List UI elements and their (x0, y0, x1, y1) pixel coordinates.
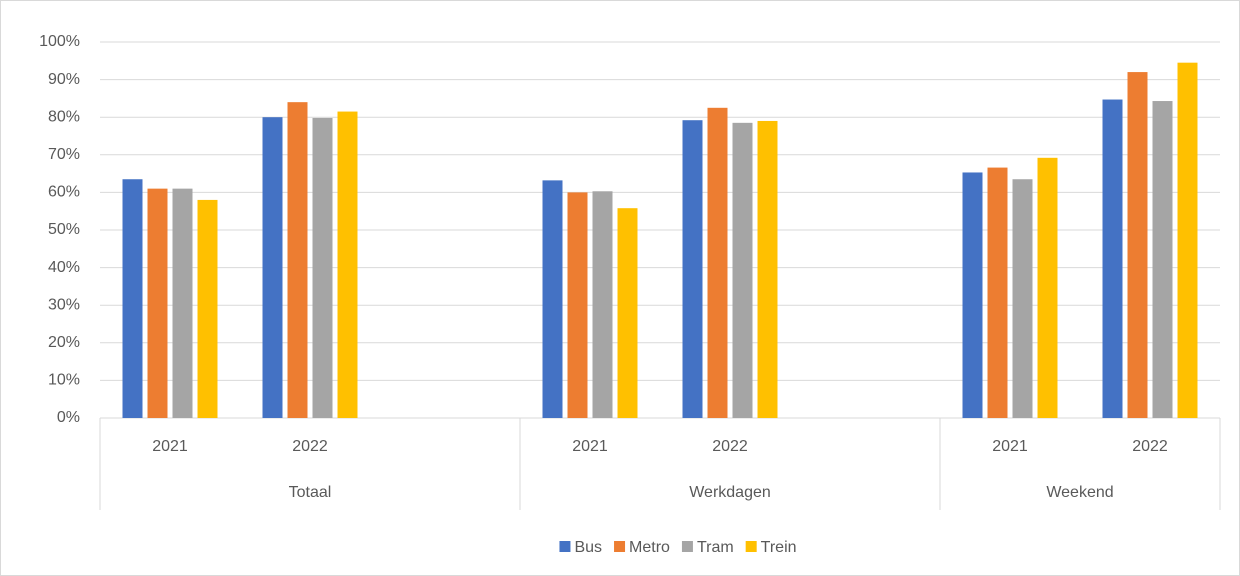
y-tick-label: 70% (48, 146, 80, 163)
bar (1152, 101, 1173, 419)
bar (682, 120, 703, 418)
legend-swatch (745, 541, 757, 552)
y-tick-label: 60% (48, 184, 80, 201)
bar (1102, 99, 1123, 418)
y-tick-label: 40% (48, 259, 80, 276)
y-tick-label: 20% (48, 334, 80, 351)
legend-label: Bus (574, 539, 602, 556)
y-tick-label: 30% (48, 296, 80, 313)
y-tick-label: 10% (48, 372, 80, 389)
x-tick-label: 2021 (152, 438, 188, 455)
x-tick-label: 2021 (572, 438, 608, 455)
y-tick-label: 80% (48, 108, 80, 125)
bar (287, 102, 308, 418)
group-label: Totaal (289, 484, 332, 501)
x-tick-label: 2022 (712, 438, 748, 455)
bar (962, 172, 983, 418)
legend-label: Metro (629, 539, 670, 556)
bar (1127, 72, 1148, 418)
bar (262, 117, 283, 418)
bar (987, 167, 1008, 418)
y-tick-label: 90% (48, 71, 80, 88)
y-tick-label: 50% (48, 221, 80, 238)
bar (122, 179, 143, 418)
bar (592, 191, 613, 418)
bar (337, 111, 358, 418)
bar (312, 117, 333, 419)
legend-swatch (559, 541, 571, 552)
bar (757, 120, 778, 419)
bar (1012, 179, 1033, 418)
bar (1037, 157, 1058, 419)
bar (567, 192, 588, 418)
bar (542, 180, 563, 418)
group-label: Werkdagen (689, 484, 771, 501)
x-tick-label: 2022 (292, 438, 328, 455)
bar (707, 107, 728, 419)
x-tick-label: 2021 (992, 438, 1028, 455)
group-label: Weekend (1046, 484, 1113, 501)
bar (172, 188, 193, 418)
bar (197, 199, 218, 418)
legend-swatch (681, 541, 693, 552)
x-tick-label: 2022 (1132, 438, 1168, 455)
y-tick-label: 0% (57, 409, 80, 426)
legend-label: Trein (761, 539, 797, 556)
bar (1177, 62, 1198, 419)
bar (147, 188, 168, 418)
legend-swatch (614, 541, 626, 552)
bar (617, 208, 638, 418)
y-tick-label: 100% (39, 33, 80, 50)
bar (732, 122, 753, 418)
legend-label: Tram (697, 539, 734, 556)
